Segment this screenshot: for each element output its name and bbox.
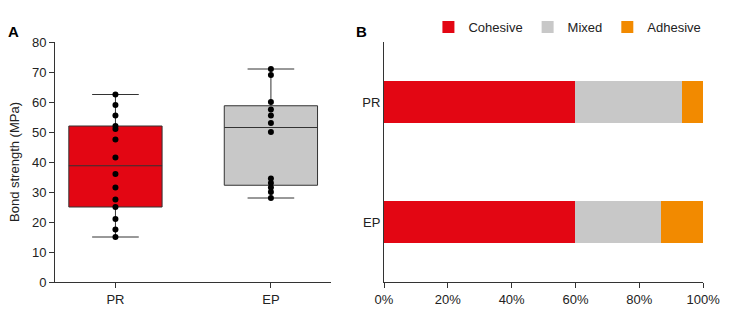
svg-text:Cohesive: Cohesive [468, 20, 522, 35]
svg-text:PR: PR [362, 95, 380, 110]
svg-text:10: 10 [32, 245, 46, 260]
svg-text:B: B [356, 23, 367, 40]
svg-text:0%: 0% [375, 292, 394, 307]
svg-text:80%: 80% [626, 292, 652, 307]
svg-text:40%: 40% [499, 292, 525, 307]
svg-text:PR: PR [106, 292, 124, 307]
svg-text:60%: 60% [562, 292, 588, 307]
svg-text:Adhesive: Adhesive [647, 20, 700, 35]
svg-text:50: 50 [32, 125, 46, 140]
svg-text:Mixed: Mixed [568, 20, 603, 35]
svg-text:EP: EP [262, 292, 279, 307]
svg-text:Bond strength (MPa): Bond strength (MPa) [7, 102, 22, 222]
svg-text:0: 0 [39, 275, 46, 290]
svg-text:70: 70 [32, 65, 46, 80]
svg-text:60: 60 [32, 95, 46, 110]
svg-text:80: 80 [32, 35, 46, 50]
svg-text:A: A [8, 23, 19, 40]
svg-text:20%: 20% [435, 292, 461, 307]
svg-text:40: 40 [32, 155, 46, 170]
svg-text:30: 30 [32, 185, 46, 200]
svg-text:EP: EP [363, 215, 380, 230]
svg-text:20: 20 [32, 215, 46, 230]
svg-text:100%: 100% [687, 292, 721, 307]
